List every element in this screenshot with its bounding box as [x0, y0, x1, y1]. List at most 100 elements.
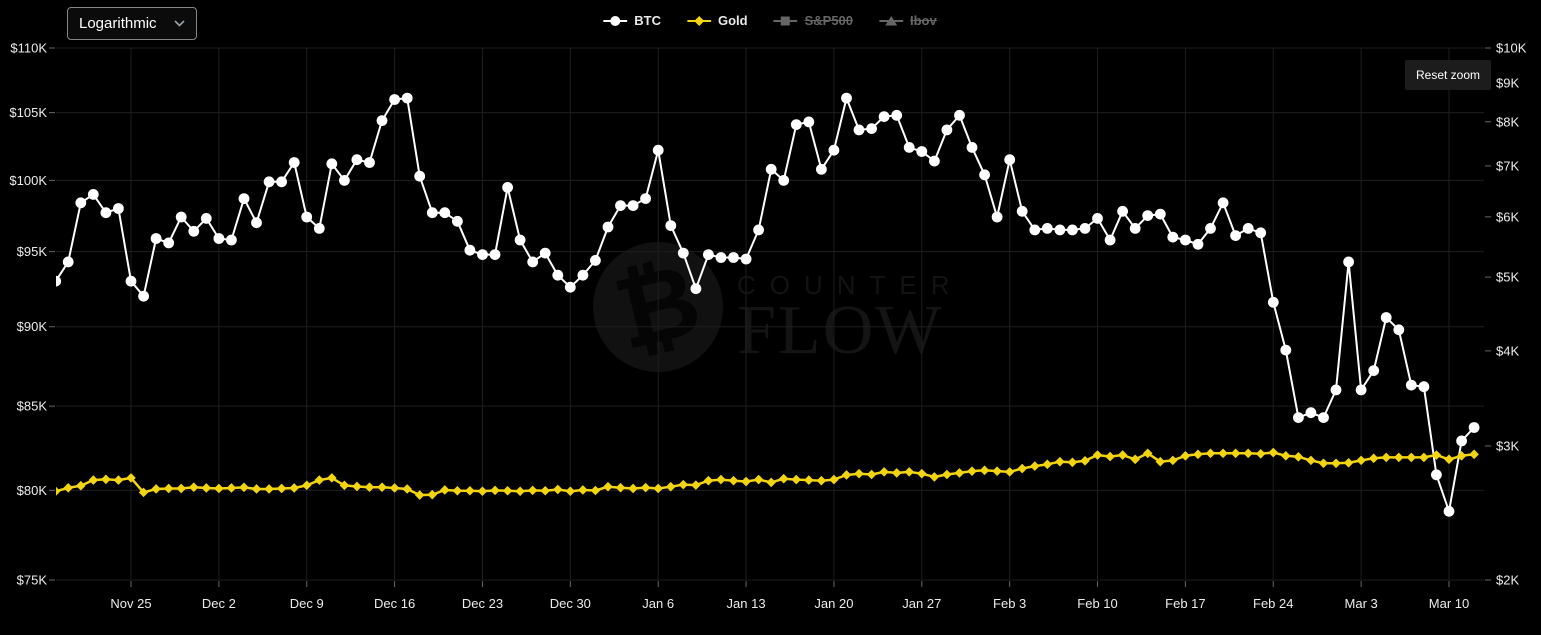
- gold-point[interactable]: [289, 483, 299, 493]
- btc-point[interactable]: [1293, 412, 1304, 423]
- gold-point[interactable]: [841, 470, 852, 480]
- btc-point[interactable]: [803, 116, 815, 128]
- btc-point[interactable]: [552, 269, 564, 281]
- btc-point[interactable]: [238, 193, 250, 205]
- gold-point[interactable]: [113, 475, 124, 485]
- gold-point[interactable]: [364, 482, 375, 493]
- btc-point[interactable]: [113, 203, 124, 214]
- btc-point[interactable]: [765, 163, 777, 175]
- gold-point[interactable]: [1004, 467, 1015, 477]
- btc-point[interactable]: [1117, 205, 1128, 217]
- gold-point[interactable]: [1356, 455, 1366, 466]
- btc-point[interactable]: [125, 275, 137, 287]
- btc-point[interactable]: [313, 223, 325, 234]
- gold-point[interactable]: [1092, 450, 1103, 460]
- btc-point[interactable]: [1154, 208, 1166, 220]
- gold-point[interactable]: [1306, 455, 1316, 466]
- btc-point[interactable]: [1192, 238, 1204, 250]
- btc-point[interactable]: [841, 92, 852, 104]
- gold-point[interactable]: [1331, 458, 1341, 469]
- btc-point[interactable]: [690, 283, 702, 295]
- gold-point[interactable]: [1117, 450, 1128, 460]
- btc-point[interactable]: [564, 281, 576, 293]
- btc-point[interactable]: [753, 224, 764, 236]
- btc-point[interactable]: [1054, 224, 1066, 236]
- btc-point[interactable]: [539, 247, 551, 259]
- gold-point[interactable]: [1419, 452, 1429, 463]
- btc-point[interactable]: [251, 217, 262, 229]
- gold-point[interactable]: [929, 472, 940, 482]
- btc-point[interactable]: [150, 233, 162, 244]
- btc-point[interactable]: [351, 154, 363, 166]
- gold-point[interactable]: [465, 485, 475, 496]
- gold-point[interactable]: [352, 481, 362, 492]
- gold-point[interactable]: [540, 485, 551, 496]
- gold-point[interactable]: [904, 467, 915, 477]
- btc-point[interactable]: [991, 211, 1003, 223]
- btc-point[interactable]: [954, 109, 965, 121]
- gold-point[interactable]: [1105, 451, 1115, 462]
- btc-point[interactable]: [213, 233, 225, 244]
- gold-point[interactable]: [565, 486, 576, 497]
- btc-point[interactable]: [665, 220, 677, 232]
- gold-point[interactable]: [891, 468, 902, 478]
- gold-point[interactable]: [1343, 458, 1354, 468]
- btc-point[interactable]: [364, 157, 375, 168]
- gold-point[interactable]: [1205, 448, 1216, 459]
- btc-point[interactable]: [452, 215, 463, 227]
- gold-point[interactable]: [979, 465, 990, 476]
- gold-point[interactable]: [101, 474, 111, 485]
- gold-point[interactable]: [1230, 448, 1241, 459]
- gold-point[interactable]: [339, 480, 350, 491]
- gold-point[interactable]: [1381, 452, 1392, 463]
- gold-point[interactable]: [653, 483, 663, 494]
- btc-point[interactable]: [916, 146, 928, 157]
- gold-point[interactable]: [1444, 454, 1454, 465]
- legend-item-gold[interactable]: Gold: [686, 13, 748, 28]
- btc-point[interactable]: [464, 244, 476, 256]
- btc-point[interactable]: [1104, 234, 1116, 246]
- gold-point[interactable]: [590, 485, 601, 496]
- btc-point[interactable]: [1380, 312, 1392, 323]
- btc-point[interactable]: [1079, 223, 1091, 234]
- gold-point[interactable]: [741, 476, 751, 487]
- btc-point[interactable]: [50, 275, 62, 287]
- gold-point[interactable]: [1155, 456, 1166, 467]
- legend-item-ibov[interactable]: Ibov: [879, 13, 937, 28]
- gold-point[interactable]: [88, 475, 99, 485]
- btc-point[interactable]: [1067, 224, 1078, 236]
- btc-point[interactable]: [1318, 412, 1329, 423]
- btc-point[interactable]: [1230, 230, 1241, 242]
- gold-point[interactable]: [1042, 459, 1053, 470]
- btc-point[interactable]: [1029, 224, 1041, 236]
- btc-point[interactable]: [1129, 223, 1141, 234]
- legend-item-sp500[interactable]: S&P500: [773, 13, 853, 28]
- gold-point[interactable]: [1255, 448, 1266, 459]
- btc-point[interactable]: [276, 176, 287, 188]
- btc-point[interactable]: [1343, 256, 1354, 268]
- gold-point[interactable]: [1393, 452, 1404, 463]
- btc-point[interactable]: [1393, 324, 1405, 336]
- btc-point[interactable]: [1255, 227, 1267, 239]
- gold-point[interactable]: [389, 483, 400, 493]
- btc-point[interactable]: [1016, 205, 1028, 217]
- btc-point[interactable]: [966, 142, 978, 153]
- gold-point[interactable]: [1180, 451, 1191, 461]
- gold-point[interactable]: [954, 468, 965, 478]
- btc-point[interactable]: [615, 200, 626, 212]
- gold-point[interactable]: [75, 480, 86, 491]
- btc-point[interactable]: [376, 115, 388, 126]
- btc-point[interactable]: [288, 157, 300, 168]
- gold-point[interactable]: [1017, 463, 1028, 474]
- btc-point[interactable]: [100, 207, 112, 219]
- btc-point[interactable]: [426, 207, 438, 219]
- btc-point[interactable]: [891, 109, 903, 121]
- gold-point[interactable]: [138, 487, 149, 498]
- btc-point[interactable]: [175, 211, 187, 223]
- reset-zoom-button[interactable]: Reset zoom: [1405, 60, 1492, 90]
- btc-point[interactable]: [1368, 365, 1380, 376]
- btc-point[interactable]: [477, 249, 488, 260]
- btc-point[interactable]: [652, 144, 664, 156]
- gold-point[interactable]: [301, 480, 312, 491]
- gold-point[interactable]: [766, 477, 776, 488]
